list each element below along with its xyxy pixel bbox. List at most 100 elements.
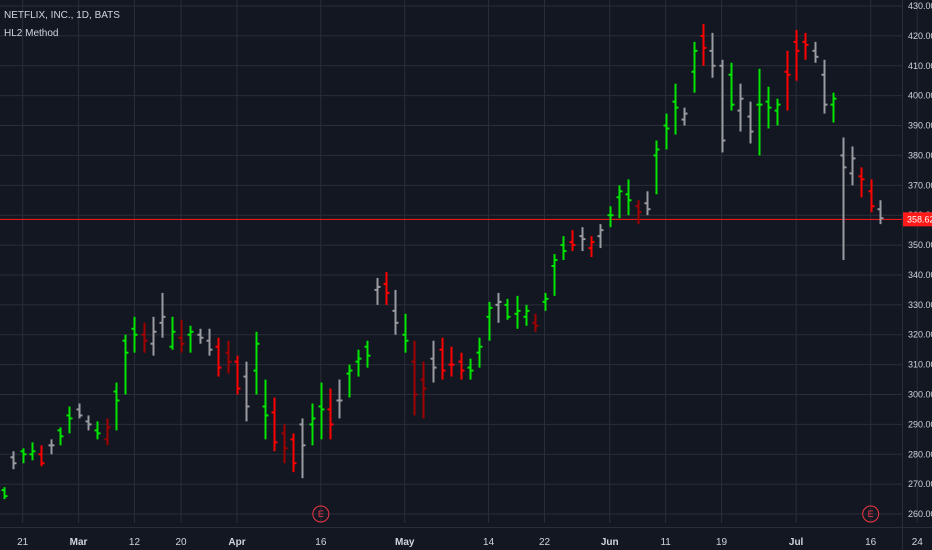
ohlc-bar[interactable] [458,352,465,380]
ohlc-bar[interactable] [206,328,213,356]
ohlc-bar[interactable] [542,292,549,311]
ohlc-bar[interactable] [514,295,521,329]
ohlc-bar[interactable] [439,337,446,380]
ohlc-bar[interactable] [1,487,8,500]
ohlc-bar[interactable] [774,98,781,126]
ohlc-bar[interactable] [486,301,493,341]
ohlc-bar[interactable] [253,331,260,395]
ohlc-bar[interactable] [262,379,269,440]
ohlc-bar[interactable] [644,191,651,216]
ohlc-bar[interactable] [66,406,73,434]
ohlc-bar[interactable] [234,355,241,395]
ohlc-bar[interactable] [858,167,865,198]
ohlc-bar[interactable] [448,346,455,377]
ohlc-bar[interactable] [784,50,791,111]
ohlc-bar[interactable] [364,340,371,368]
ohlc-bar[interactable] [150,316,157,356]
ohlc-bar[interactable] [868,179,875,213]
ohlc-bar[interactable] [392,289,399,335]
ohlc-bar[interactable] [187,325,194,353]
ohlc-bar[interactable] [877,200,884,225]
ohlc-bar[interactable] [691,41,698,93]
ohlc-bar[interactable] [625,179,632,216]
ohlc-bar[interactable] [737,83,744,132]
ohlc-bar[interactable] [159,292,166,338]
ohlc-bar[interactable] [840,137,847,261]
ohlc-bar[interactable] [420,361,427,419]
ohlc-bar[interactable] [793,29,800,81]
ohlc-bar[interactable] [551,254,558,296]
ohlc-bar[interactable] [411,340,418,416]
time-axis[interactable]: 21 Mar 12 20 Apr 16 May 14 22 Jun 11 19 Jul 16 24 [0,527,932,549]
ohlc-bar[interactable] [309,403,316,446]
ohlc-bar[interactable] [94,421,101,440]
price-bars[interactable] [1,23,884,500]
ohlc-bar[interactable] [383,271,390,305]
ohlc-bar[interactable] [76,403,83,419]
ohlc-bar[interactable] [131,316,138,353]
ohlc-bar[interactable] [10,451,17,470]
ohlc-bar[interactable] [141,322,148,353]
ohlc-bar[interactable] [607,206,614,228]
ohlc-bar[interactable] [830,92,837,123]
ohlc-bar[interactable] [802,32,809,60]
ohlc-bar[interactable] [747,101,754,144]
ohlc-bar[interactable] [57,427,64,446]
ohlc-bar[interactable] [346,364,353,398]
ohlc-bar[interactable] [336,379,343,419]
ohlc-bar[interactable] [113,382,120,431]
ohlc-bar[interactable] [821,59,828,114]
ohlc-bar[interactable] [215,337,222,377]
ohlc-bar[interactable] [653,140,660,195]
ohlc-bar[interactable] [700,23,707,66]
ohlc-bar[interactable] [104,418,111,446]
ohlc-bar[interactable] [616,185,623,219]
ohlc-bar[interactable] [532,313,539,332]
ohlc-bar[interactable] [635,200,642,225]
ohlc-bar[interactable] [271,397,278,452]
ohlc-bar[interactable] [709,32,716,78]
ohlc-bar[interactable] [569,230,576,252]
ohlc-bar[interactable] [38,445,45,467]
ohlc-bar[interactable] [476,337,483,368]
ohlc-bar[interactable] [299,418,306,479]
ohlc-bar[interactable] [523,304,530,326]
ohlc-bar[interactable] [430,340,437,383]
ohlc-bar[interactable] [85,415,92,431]
ohlc-bar[interactable] [681,107,688,126]
ohlc-bar[interactable] [728,62,735,111]
ohlc-bar[interactable] [197,328,204,344]
ohlc-bar[interactable] [504,298,511,320]
ohlc-bar[interactable] [756,68,763,156]
ohlc-bar[interactable] [374,277,381,305]
ohlc-bar[interactable] [588,236,595,258]
ohlc-bar[interactable] [719,59,726,153]
ohlc-bar[interactable] [327,388,334,440]
ohlc-bar[interactable] [169,316,176,350]
ohlc-bar[interactable] [29,442,36,461]
ohlc-bar[interactable] [20,448,27,464]
ohlc-bar[interactable] [225,340,232,374]
earnings-marker[interactable]: E [312,505,330,523]
ohlc-bar[interactable] [812,41,819,63]
ohlc-bar[interactable] [281,424,288,464]
ohlc-bar[interactable] [560,236,567,261]
ohlc-bar[interactable] [579,227,586,252]
ohlc-bar[interactable] [597,224,604,249]
ohlc-bar[interactable] [318,382,325,440]
ohlc-bar[interactable] [467,358,474,380]
ohlc-bar[interactable] [178,319,185,353]
ohlc-bar[interactable] [48,439,55,455]
ohlc-bar[interactable] [355,349,362,377]
ohlc-bar[interactable] [849,146,856,186]
ohlc-bar[interactable] [122,334,129,395]
price-axis[interactable]: 260.00 270.00 280.00 290.00 300.00 310.00 320.… [902,0,932,550]
ohlc-bar[interactable] [243,361,250,422]
ohlc-bar[interactable] [290,433,297,473]
ohlc-bar[interactable] [663,113,670,150]
earnings-marker[interactable]: E [862,505,880,523]
ohlc-bar[interactable] [672,83,679,135]
ohlc-bar[interactable] [495,292,502,323]
